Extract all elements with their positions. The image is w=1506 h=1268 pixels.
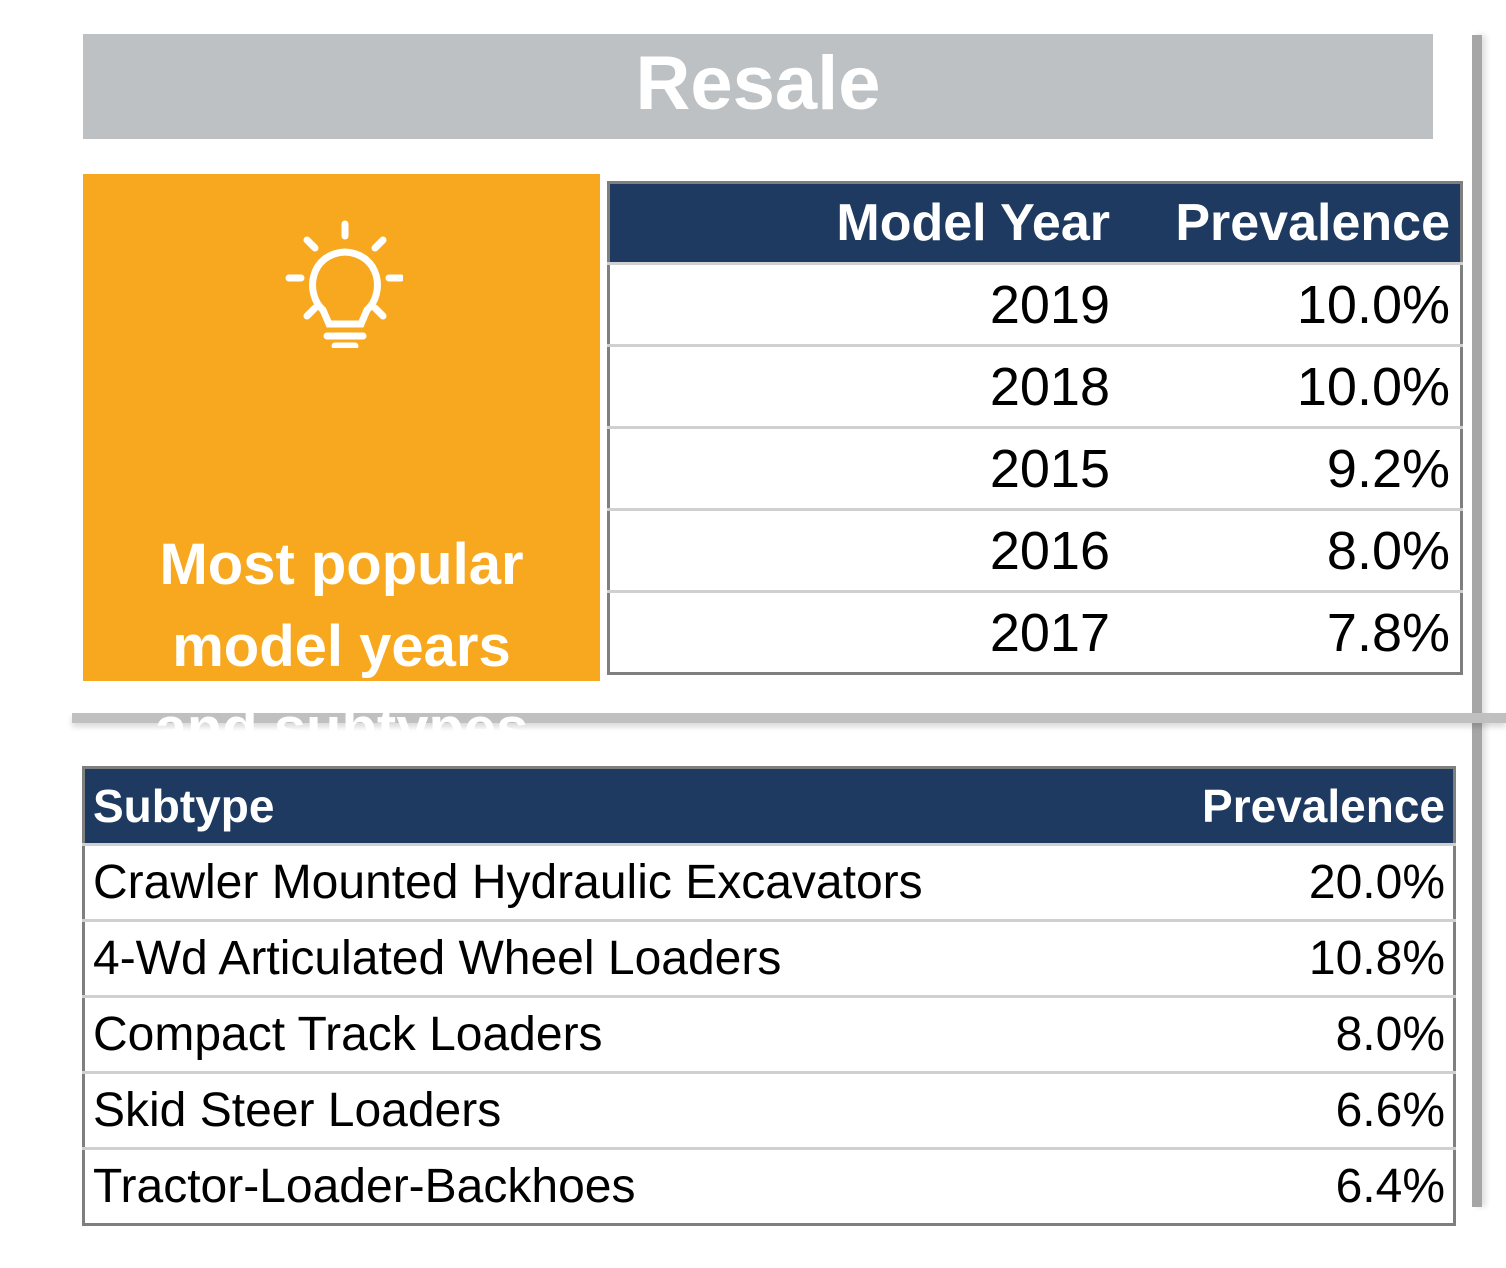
prevalence-cell: 8.0%: [1120, 508, 1462, 592]
section-title: Resale: [83, 34, 1433, 139]
header-subtype: Subtype: [83, 767, 1133, 845]
table-row: Compact Track Loaders 8.0%: [83, 995, 1455, 1073]
table-row: 2015 9.2%: [608, 426, 1462, 510]
model-year-cell: 2018: [608, 344, 1120, 428]
prevalence-cell: 9.2%: [1120, 426, 1462, 510]
prevalence-cell: 10.0%: [1120, 262, 1462, 346]
prevalence-cell: 10.8%: [1132, 919, 1455, 997]
table-row: 4-Wd Articulated Wheel Loaders 10.8%: [83, 919, 1455, 997]
callout-line: and subtypes: [154, 696, 529, 761]
subtype-cell: Crawler Mounted Hydraulic Excavators: [83, 843, 1133, 921]
callout-box: Most popular model years and subtypes: [83, 174, 600, 761]
table-row: 2019 10.0%: [608, 262, 1462, 346]
model-year-cell: 2015: [608, 426, 1120, 510]
subtype-cell: 4-Wd Articulated Wheel Loaders: [83, 919, 1133, 997]
header-model-year: Model Year: [608, 182, 1120, 264]
table-row: 2018 10.0%: [608, 344, 1462, 428]
prevalence-cell: 7.8%: [1120, 590, 1462, 674]
callout-line: Most popular: [159, 532, 524, 597]
callout-line: model years: [172, 614, 511, 679]
subtype-table: Subtype Prevalence Crawler Mounted Hydra…: [82, 766, 1456, 1226]
model-year-cell: 2019: [608, 262, 1120, 346]
subtype-cell: Skid Steer Loaders: [83, 1071, 1133, 1149]
table-row: Tractor-Loader-Backhoes 6.4%: [83, 1147, 1455, 1225]
table-row: Skid Steer Loaders 6.6%: [83, 1071, 1455, 1149]
prevalence-cell: 8.0%: [1132, 995, 1455, 1073]
prevalence-cell: 6.4%: [1132, 1147, 1455, 1225]
lightbulb-icon: [285, 220, 403, 348]
prevalence-cell: 6.6%: [1132, 1071, 1455, 1149]
table-row: 2016 8.0%: [608, 508, 1462, 592]
table-row: Crawler Mounted Hydraulic Excavators 20.0…: [83, 843, 1455, 921]
table-header: Model Year Prevalence: [608, 182, 1462, 264]
header-prevalence: Prevalence: [1120, 182, 1462, 264]
prevalence-cell: 10.0%: [1120, 344, 1462, 428]
model-year-cell: 2017: [608, 590, 1120, 674]
model-year-cell: 2016: [608, 508, 1120, 592]
vertical-divider: [1472, 35, 1482, 1207]
header-prevalence: Prevalence: [1132, 767, 1455, 845]
subtype-cell: Compact Track Loaders: [83, 995, 1133, 1073]
subtype-cell: Tractor-Loader-Backhoes: [83, 1147, 1133, 1225]
table-header: Subtype Prevalence: [83, 767, 1455, 845]
horizontal-divider: [72, 713, 1506, 723]
prevalence-cell: 20.0%: [1132, 843, 1455, 921]
table-row: 2017 7.8%: [608, 590, 1462, 674]
model-year-table: Model Year Prevalence 2019 10.0% 2018 10.0…: [607, 181, 1463, 675]
